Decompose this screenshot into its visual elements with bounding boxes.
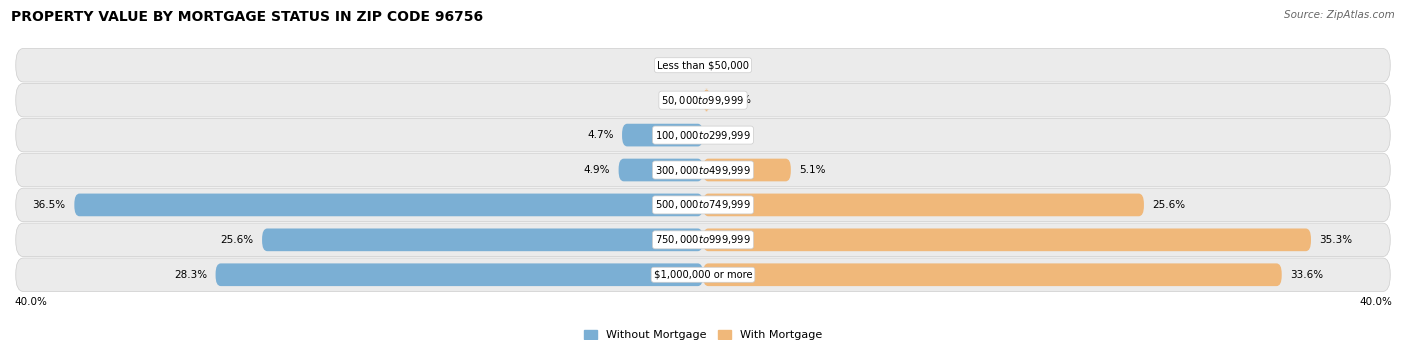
Text: Less than $50,000: Less than $50,000 bbox=[657, 60, 749, 70]
Text: $300,000 to $499,999: $300,000 to $499,999 bbox=[655, 164, 751, 176]
FancyBboxPatch shape bbox=[621, 124, 703, 147]
Text: 4.7%: 4.7% bbox=[586, 130, 613, 140]
Text: 5.1%: 5.1% bbox=[800, 165, 825, 175]
FancyBboxPatch shape bbox=[703, 264, 1282, 286]
Text: 0.0%: 0.0% bbox=[711, 60, 738, 70]
Legend: Without Mortgage, With Mortgage: Without Mortgage, With Mortgage bbox=[583, 330, 823, 340]
FancyBboxPatch shape bbox=[703, 159, 790, 181]
FancyBboxPatch shape bbox=[15, 153, 1391, 187]
Text: 0.41%: 0.41% bbox=[718, 95, 752, 105]
Text: 25.6%: 25.6% bbox=[221, 235, 253, 245]
Text: 0.0%: 0.0% bbox=[668, 95, 695, 105]
FancyBboxPatch shape bbox=[215, 264, 703, 286]
FancyBboxPatch shape bbox=[703, 228, 1310, 251]
Text: 25.6%: 25.6% bbox=[1153, 200, 1185, 210]
FancyBboxPatch shape bbox=[15, 258, 1391, 291]
Text: PROPERTY VALUE BY MORTGAGE STATUS IN ZIP CODE 96756: PROPERTY VALUE BY MORTGAGE STATUS IN ZIP… bbox=[11, 10, 484, 24]
Text: 36.5%: 36.5% bbox=[32, 200, 66, 210]
Text: 40.0%: 40.0% bbox=[14, 298, 46, 307]
FancyBboxPatch shape bbox=[619, 159, 703, 181]
Text: $1,000,000 or more: $1,000,000 or more bbox=[654, 270, 752, 280]
Text: 35.3%: 35.3% bbox=[1320, 235, 1353, 245]
FancyBboxPatch shape bbox=[15, 223, 1391, 257]
Text: $500,000 to $749,999: $500,000 to $749,999 bbox=[655, 199, 751, 211]
Text: 0.0%: 0.0% bbox=[711, 130, 738, 140]
Text: $50,000 to $99,999: $50,000 to $99,999 bbox=[661, 94, 745, 107]
Text: 4.9%: 4.9% bbox=[583, 165, 610, 175]
Text: 40.0%: 40.0% bbox=[1360, 298, 1392, 307]
FancyBboxPatch shape bbox=[15, 118, 1391, 152]
FancyBboxPatch shape bbox=[15, 49, 1391, 82]
Text: 0.0%: 0.0% bbox=[668, 60, 695, 70]
Text: Source: ZipAtlas.com: Source: ZipAtlas.com bbox=[1284, 10, 1395, 20]
Text: $750,000 to $999,999: $750,000 to $999,999 bbox=[655, 233, 751, 246]
FancyBboxPatch shape bbox=[75, 193, 703, 216]
Text: 33.6%: 33.6% bbox=[1291, 270, 1323, 280]
FancyBboxPatch shape bbox=[703, 89, 710, 112]
FancyBboxPatch shape bbox=[15, 83, 1391, 117]
FancyBboxPatch shape bbox=[15, 188, 1391, 222]
FancyBboxPatch shape bbox=[703, 193, 1144, 216]
Text: $100,000 to $299,999: $100,000 to $299,999 bbox=[655, 129, 751, 141]
Text: 28.3%: 28.3% bbox=[174, 270, 207, 280]
FancyBboxPatch shape bbox=[262, 228, 703, 251]
